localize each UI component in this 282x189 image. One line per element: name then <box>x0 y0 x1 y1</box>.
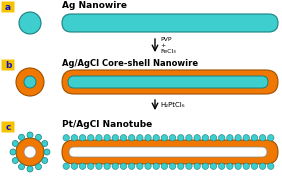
Circle shape <box>210 135 217 141</box>
Circle shape <box>137 135 143 141</box>
Circle shape <box>16 68 44 96</box>
Circle shape <box>42 140 48 146</box>
Text: H₂PtCl₆: H₂PtCl₆ <box>160 102 185 108</box>
Circle shape <box>243 135 250 141</box>
Circle shape <box>202 163 208 169</box>
Circle shape <box>259 163 266 169</box>
Circle shape <box>27 166 33 172</box>
Circle shape <box>19 134 25 140</box>
Circle shape <box>27 132 33 138</box>
Circle shape <box>251 163 258 169</box>
Circle shape <box>178 163 184 169</box>
Circle shape <box>112 163 118 169</box>
Circle shape <box>87 135 94 141</box>
Circle shape <box>153 163 159 169</box>
Circle shape <box>19 164 25 170</box>
Text: b: b <box>5 60 11 70</box>
Circle shape <box>259 135 266 141</box>
Circle shape <box>63 135 69 141</box>
Circle shape <box>129 135 135 141</box>
Circle shape <box>36 134 41 140</box>
Circle shape <box>235 163 241 169</box>
Circle shape <box>79 135 86 141</box>
Circle shape <box>112 135 118 141</box>
Circle shape <box>202 135 208 141</box>
Circle shape <box>19 12 41 34</box>
Circle shape <box>79 163 86 169</box>
Circle shape <box>137 163 143 169</box>
Circle shape <box>186 135 192 141</box>
Circle shape <box>10 149 16 155</box>
Circle shape <box>12 140 18 146</box>
Text: Pt/AgCl Nanotube: Pt/AgCl Nanotube <box>62 120 152 129</box>
Circle shape <box>161 163 168 169</box>
Circle shape <box>145 163 151 169</box>
Circle shape <box>268 135 274 141</box>
Circle shape <box>145 135 151 141</box>
FancyBboxPatch shape <box>69 147 267 157</box>
Circle shape <box>24 146 36 158</box>
FancyBboxPatch shape <box>1 2 14 12</box>
Circle shape <box>169 135 176 141</box>
FancyBboxPatch shape <box>68 76 268 88</box>
Circle shape <box>251 135 258 141</box>
Circle shape <box>227 135 233 141</box>
FancyBboxPatch shape <box>1 60 14 70</box>
FancyBboxPatch shape <box>62 14 278 32</box>
Circle shape <box>219 163 225 169</box>
Text: c: c <box>5 122 11 132</box>
Circle shape <box>96 135 102 141</box>
Circle shape <box>161 135 168 141</box>
Circle shape <box>16 138 44 166</box>
Text: Ag/AgCl Core-shell Nanowire: Ag/AgCl Core-shell Nanowire <box>62 59 198 68</box>
FancyBboxPatch shape <box>62 70 278 94</box>
Circle shape <box>210 163 217 169</box>
Circle shape <box>63 163 69 169</box>
FancyBboxPatch shape <box>62 140 278 164</box>
Text: Ag Nanowire: Ag Nanowire <box>62 1 127 10</box>
Circle shape <box>268 163 274 169</box>
Circle shape <box>153 135 159 141</box>
Circle shape <box>120 163 127 169</box>
Circle shape <box>235 135 241 141</box>
Circle shape <box>44 149 50 155</box>
Circle shape <box>129 163 135 169</box>
Circle shape <box>227 163 233 169</box>
Circle shape <box>243 163 250 169</box>
Circle shape <box>186 163 192 169</box>
Circle shape <box>36 164 41 170</box>
Circle shape <box>42 157 48 163</box>
Circle shape <box>12 157 18 163</box>
Circle shape <box>169 163 176 169</box>
Circle shape <box>96 163 102 169</box>
Circle shape <box>24 76 36 88</box>
Circle shape <box>104 135 110 141</box>
Circle shape <box>194 163 200 169</box>
Circle shape <box>178 135 184 141</box>
FancyBboxPatch shape <box>1 122 14 132</box>
Circle shape <box>120 135 127 141</box>
Circle shape <box>87 163 94 169</box>
Circle shape <box>219 135 225 141</box>
Circle shape <box>194 135 200 141</box>
Circle shape <box>71 163 78 169</box>
Circle shape <box>71 135 78 141</box>
Text: PVP
+
FeCl₃: PVP + FeCl₃ <box>160 37 176 54</box>
Circle shape <box>104 163 110 169</box>
Text: a: a <box>5 2 11 12</box>
